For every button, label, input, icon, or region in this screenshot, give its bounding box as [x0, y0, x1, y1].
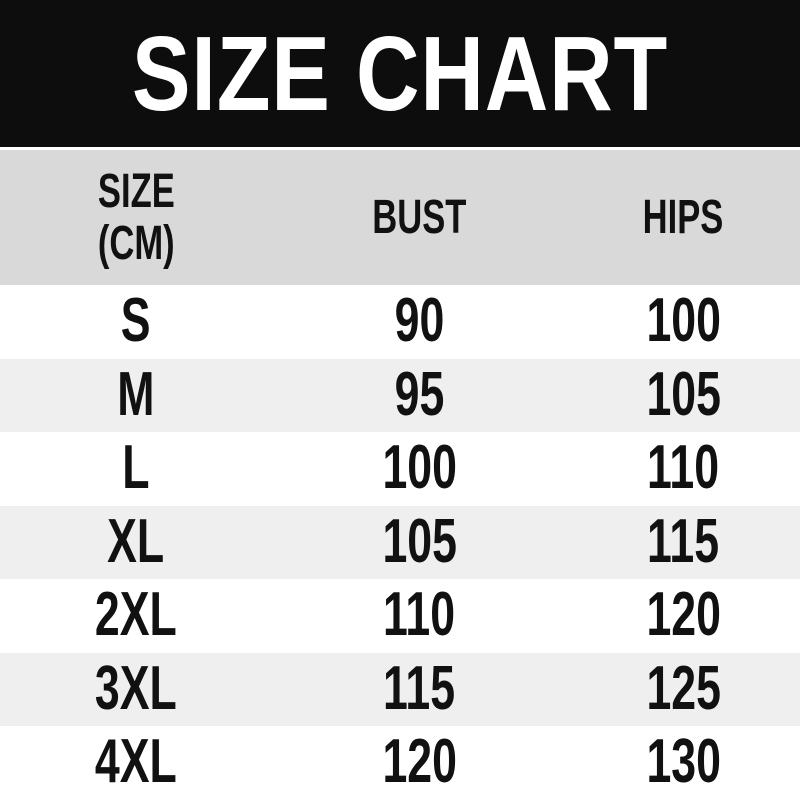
size-value: 2XL [95, 580, 177, 650]
table-header-row: SIZE (CM) BUST HIPS [0, 150, 800, 285]
size-cell: 4XL [0, 726, 272, 800]
bust-cell: 95 [272, 359, 567, 433]
hips-value: 115 [647, 506, 720, 576]
size-value: 3XL [95, 653, 177, 723]
hips-cell: 100 [567, 285, 800, 359]
hips-cell: 130 [567, 726, 800, 800]
hips-cell: 115 [567, 506, 800, 580]
banner-divider [0, 147, 800, 150]
header-bust-label: BUST [372, 190, 467, 244]
size-value: L [122, 433, 150, 503]
bust-value: 95 [394, 359, 445, 429]
table-body: S 90 100 M 95 105 L 100 110 XL 105 115 2… [0, 285, 800, 800]
table-row: S 90 100 [0, 285, 800, 359]
hips-cell: 120 [567, 579, 800, 653]
header-hips-cell: HIPS [567, 150, 800, 285]
size-cell: 3XL [0, 653, 272, 727]
bust-cell: 90 [272, 285, 567, 359]
table-row: 4XL 120 130 [0, 726, 800, 800]
hips-value: 130 [646, 727, 721, 797]
size-value: M [117, 359, 155, 429]
header-hips-label: HIPS [643, 190, 724, 244]
table-row: L 100 110 [0, 432, 800, 506]
bust-value: 105 [382, 506, 457, 576]
table-row: M 95 105 [0, 358, 800, 433]
bust-value: 100 [382, 433, 457, 503]
header-size-cell: SIZE (CM) [0, 150, 272, 285]
bust-value: 120 [382, 727, 457, 797]
hips-cell: 125 [567, 653, 800, 727]
title-banner: SIZE CHART [0, 0, 800, 147]
hips-value: 100 [646, 286, 721, 356]
bust-cell: 115 [272, 653, 567, 727]
table-row: 2XL 110 120 [0, 579, 800, 653]
page-title: SIZE CHART [131, 14, 669, 133]
hips-value: 105 [646, 359, 721, 429]
bust-cell: 100 [272, 432, 567, 506]
hips-value: 110 [647, 433, 720, 503]
size-cell: S [0, 285, 272, 359]
size-cell: XL [0, 506, 272, 580]
size-value: XL [107, 506, 165, 576]
bust-value: 90 [394, 286, 445, 356]
hips-cell: 110 [567, 432, 800, 506]
hips-value: 120 [646, 580, 721, 650]
size-value: 4XL [95, 727, 177, 797]
size-value: S [121, 286, 151, 356]
header-size-line1: SIZE [97, 164, 175, 218]
bust-value: 115 [383, 653, 456, 723]
size-cell: M [0, 359, 272, 433]
hips-cell: 105 [567, 359, 800, 433]
table-row: 3XL 115 125 [0, 652, 800, 727]
size-cell: 2XL [0, 579, 272, 653]
header-bust-cell: BUST [272, 150, 567, 285]
bust-cell: 120 [272, 726, 567, 800]
bust-value: 110 [383, 580, 456, 650]
bust-cell: 110 [272, 579, 567, 653]
hips-value: 125 [646, 653, 721, 723]
size-cell: L [0, 432, 272, 506]
header-size-line2: (CM) [97, 216, 175, 270]
bust-cell: 105 [272, 506, 567, 580]
table-row: XL 105 115 [0, 505, 800, 580]
